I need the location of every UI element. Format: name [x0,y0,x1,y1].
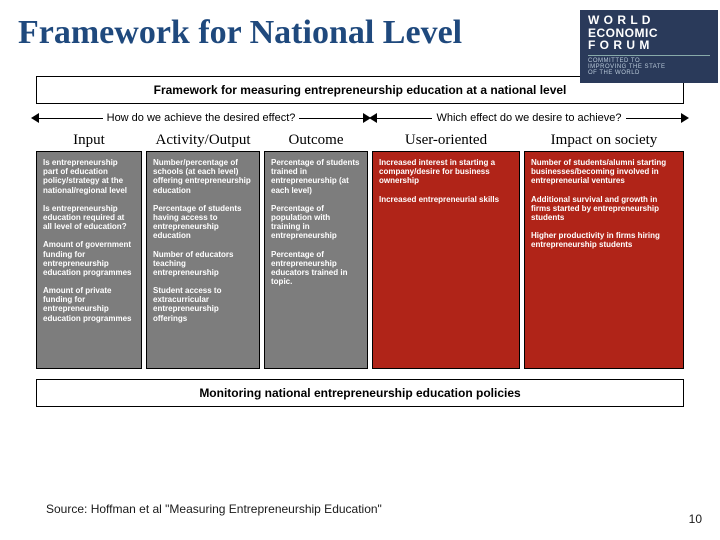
col-input: Is entrepreneurship part of education po… [36,151,142,369]
input-item: Amount of government funding for entrepr… [43,240,135,277]
header-user: User-oriented [372,130,520,151]
wef-logo: W O R L D ECONOMIC F O R U M COMMITTED T… [580,10,718,83]
question-left-box: How do we achieve the desired effect? [36,108,366,128]
question-left: How do we achieve the desired effect? [103,112,300,124]
outcome-item: Percentage of population with training i… [271,204,361,241]
input-item: Amount of private funding for entreprene… [43,286,135,323]
activity-item: Number of educators teaching entrepreneu… [153,250,253,278]
impact-item: Additional survival and growth in firms … [531,195,677,223]
question-right: Which effect do we desire to achieve? [432,112,625,124]
input-item: Is entrepreneurship education required a… [43,204,135,232]
col-outcome: Percentage of students trained in entrep… [264,151,368,369]
logo-line1: W O R L D [588,14,710,27]
logo-divider [588,55,710,56]
logo-line3: F O R U M [588,39,710,52]
impact-item: Number of students/alumni starting busin… [531,158,677,186]
activity-item: Student access to extracurricular entrep… [153,286,253,323]
impact-item: Higher productivity in firms hiring entr… [531,231,677,249]
header-impact: Impact on society [524,130,684,151]
logo-tag3: OF THE WORLD [588,70,710,76]
page-number: 10 [689,512,702,526]
header-input: Input [36,130,142,151]
outcome-item: Percentage of students trained in entrep… [271,158,361,195]
outcome-item: Percentage of entrepreneurship educators… [271,250,361,287]
header-activity: Activity/Output [146,130,260,151]
monitor-box: Monitoring national entrepreneurship edu… [36,379,684,407]
user-item: Increased interest in starting a company… [379,158,513,186]
col-user: Increased interest in starting a company… [372,151,520,369]
activity-item: Percentage of students having access to … [153,204,253,241]
col-activity: Number/percentage of schools (at each le… [146,151,260,369]
input-item: Is entrepreneurship part of education po… [43,158,135,195]
activity-item: Number/percentage of schools (at each le… [153,158,253,195]
column-headers: Input Activity/Output Outcome User-orien… [36,130,684,151]
source-citation: Source: Hoffman et al "Measuring Entrepr… [46,502,382,516]
questions-row: How do we achieve the desired effect? Wh… [36,108,684,128]
user-item: Increased entrepreneurial skills [379,195,513,204]
col-impact: Number of students/alumni starting busin… [524,151,684,369]
header-outcome: Outcome [264,130,368,151]
question-right-box: Which effect do we desire to achieve? [374,108,684,128]
columns-container: Is entrepreneurship part of education po… [36,151,684,369]
